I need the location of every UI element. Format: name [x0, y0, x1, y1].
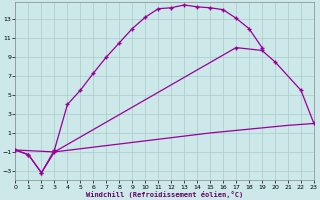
X-axis label: Windchill (Refroidissement éolien,°C): Windchill (Refroidissement éolien,°C): [86, 191, 243, 198]
